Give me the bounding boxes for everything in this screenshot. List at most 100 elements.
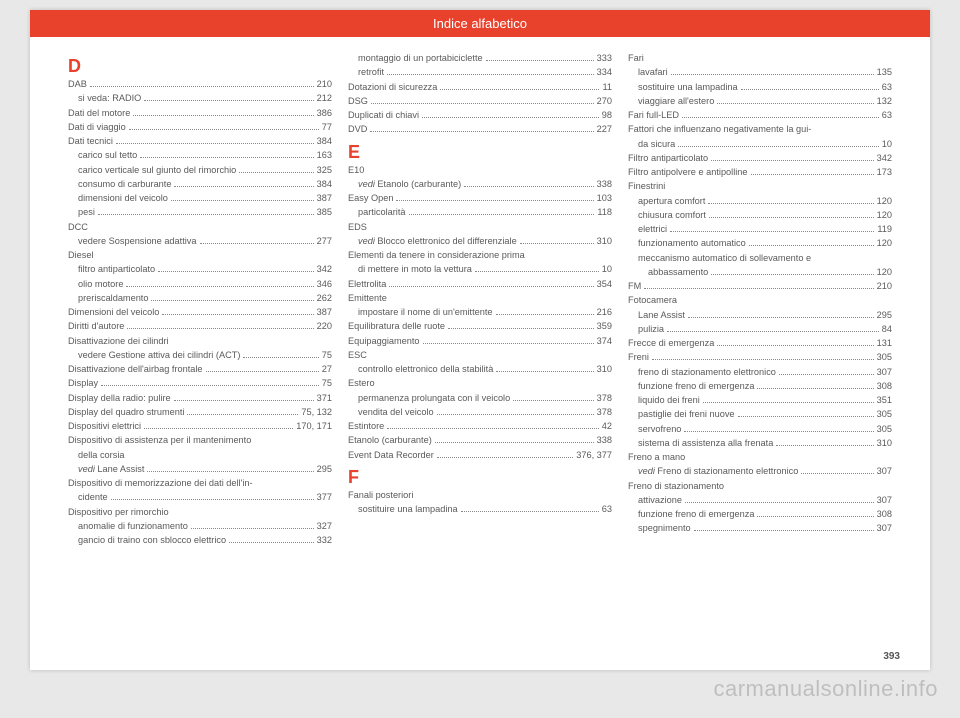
- leader-dots: [461, 511, 599, 512]
- entry-page: 118: [597, 205, 612, 219]
- index-entry: Freno di stazionamento: [628, 479, 892, 493]
- leader-dots: [127, 328, 313, 329]
- leader-dots: [801, 473, 873, 474]
- index-entry: della corsia: [68, 448, 332, 462]
- index-entry: vendita del veicolo378: [348, 405, 612, 419]
- entry-page: 305: [877, 422, 892, 436]
- index-entry: meccanismo automatico di sollevamento e: [628, 251, 892, 265]
- leader-dots: [239, 172, 313, 173]
- entry-label: Etanolo (carburante): [348, 433, 432, 447]
- entry-label: Fanali posteriori: [348, 488, 413, 502]
- entry-label: Freno a mano: [628, 450, 685, 464]
- entry-page: 63: [882, 80, 892, 94]
- leader-dots: [387, 74, 594, 75]
- index-entry: attivazione307: [628, 493, 892, 507]
- entry-label: vedi Blocco elettronico del differenzial…: [358, 234, 517, 248]
- entry-page: 216: [597, 305, 612, 319]
- entry-page: 307: [877, 521, 892, 535]
- leader-dots: [711, 160, 873, 161]
- entry-label: Fattori che influenzano negativamente la…: [628, 122, 811, 136]
- entry-page: 374: [597, 334, 612, 348]
- index-entry: spegnimento307: [628, 521, 892, 535]
- index-entry: Fanali posteriori: [348, 488, 612, 502]
- entry-page: 84: [882, 322, 892, 336]
- index-entry: Dispositivo di assistenza per il manteni…: [68, 433, 332, 447]
- entry-label: gancio di traino con sblocco elettrico: [78, 533, 226, 547]
- index-entry: Diesel: [68, 248, 332, 262]
- entry-label: Finestrini: [628, 179, 665, 193]
- entry-page: 42: [602, 419, 612, 433]
- index-entry: Fari full-LED63: [628, 108, 892, 122]
- entry-page: 132: [877, 94, 892, 108]
- entry-page: 210: [877, 279, 892, 293]
- entry-label: pastiglie dei freni nuove: [638, 407, 735, 421]
- index-entry: vedi Freno di stazionamento elettronico3…: [628, 464, 892, 478]
- index-entry: funzionamento automatico120: [628, 236, 892, 250]
- leader-dots: [144, 428, 293, 429]
- entry-page: 310: [597, 234, 612, 248]
- entry-label: vedi Freno di stazionamento elettronico: [638, 464, 798, 478]
- entry-page: 10: [602, 262, 612, 276]
- entry-label: permanenza prolungata con il veicolo: [358, 391, 510, 405]
- index-entry: Dati di viaggio77: [68, 120, 332, 134]
- leader-dots: [171, 200, 314, 201]
- index-entry: pesi385: [68, 205, 332, 219]
- leader-dots: [678, 146, 878, 147]
- entry-label: DSG: [348, 94, 368, 108]
- entry-label: Dispositivo di memorizzazione dei dati d…: [68, 476, 253, 490]
- entry-page: 295: [877, 308, 892, 322]
- index-column: Farilavafari135sostituire una lampadina6…: [620, 51, 900, 547]
- index-entry: permanenza prolungata con il veicolo378: [348, 391, 612, 405]
- entry-page: 220: [317, 319, 332, 333]
- entry-page: 11: [602, 80, 612, 94]
- leader-dots: [174, 400, 314, 401]
- entry-page: 325: [317, 163, 332, 177]
- entry-page: 378: [597, 405, 612, 419]
- entry-page: 135: [877, 65, 892, 79]
- index-entry: abbassamento120: [628, 265, 892, 279]
- header-title: Indice alfabetico: [433, 16, 527, 31]
- leader-dots: [370, 131, 593, 132]
- leader-dots: [140, 157, 313, 158]
- entry-label: cidente: [78, 490, 108, 504]
- index-entry: Emittente: [348, 291, 612, 305]
- index-entry: DSG270: [348, 94, 612, 108]
- entry-label: pesi: [78, 205, 95, 219]
- entry-label: E10: [348, 163, 364, 177]
- header-bar: Indice alfabetico: [30, 10, 930, 37]
- index-entry: funzione freno di emergenza308: [628, 379, 892, 393]
- index-entry: lavafari135: [628, 65, 892, 79]
- leader-dots: [371, 103, 594, 104]
- entry-label: anomalie di funzionamento: [78, 519, 188, 533]
- entry-label: DAB: [68, 77, 87, 91]
- index-entry: liquido dei freni351: [628, 393, 892, 407]
- entry-label: Dispositivo per rimorchio: [68, 505, 169, 519]
- leader-dots: [387, 428, 599, 429]
- leader-dots: [440, 89, 599, 90]
- index-entry: controllo elettronico della stabilità310: [348, 362, 612, 376]
- entry-page: 387: [317, 191, 332, 205]
- entry-label: Dispositivo di assistenza per il manteni…: [68, 433, 251, 447]
- index-entry: sostituire una lampadina63: [628, 80, 892, 94]
- entry-label: Dispositivi elettrici: [68, 419, 141, 433]
- index-entry: si veda: RADIO212: [68, 91, 332, 105]
- leader-dots: [229, 542, 314, 543]
- entry-page: 212: [317, 91, 332, 105]
- entry-label: Freno di stazionamento: [628, 479, 724, 493]
- index-entry: Fattori che influenzano negativamente la…: [628, 122, 892, 136]
- leader-dots: [776, 445, 873, 446]
- entry-label: freno di stazionamento elettronico: [638, 365, 776, 379]
- entry-label: funzionamento automatico: [638, 236, 746, 250]
- entry-page: 10: [882, 137, 892, 151]
- leader-dots: [111, 499, 314, 500]
- leader-dots: [496, 371, 593, 372]
- entry-page: 354: [597, 277, 612, 291]
- entry-page: 295: [317, 462, 332, 476]
- entry-page: 163: [317, 148, 332, 162]
- watermark-text: carmanualsonline.info: [713, 676, 938, 702]
- entry-label: Dati tecnici: [68, 134, 113, 148]
- entry-label: Equilibratura delle ruote: [348, 319, 445, 333]
- manual-index-page: Indice alfabetico DDAB210si veda: RADIO2…: [30, 10, 930, 670]
- entry-label: Estintore: [348, 419, 384, 433]
- index-entry: apertura comfort120: [628, 194, 892, 208]
